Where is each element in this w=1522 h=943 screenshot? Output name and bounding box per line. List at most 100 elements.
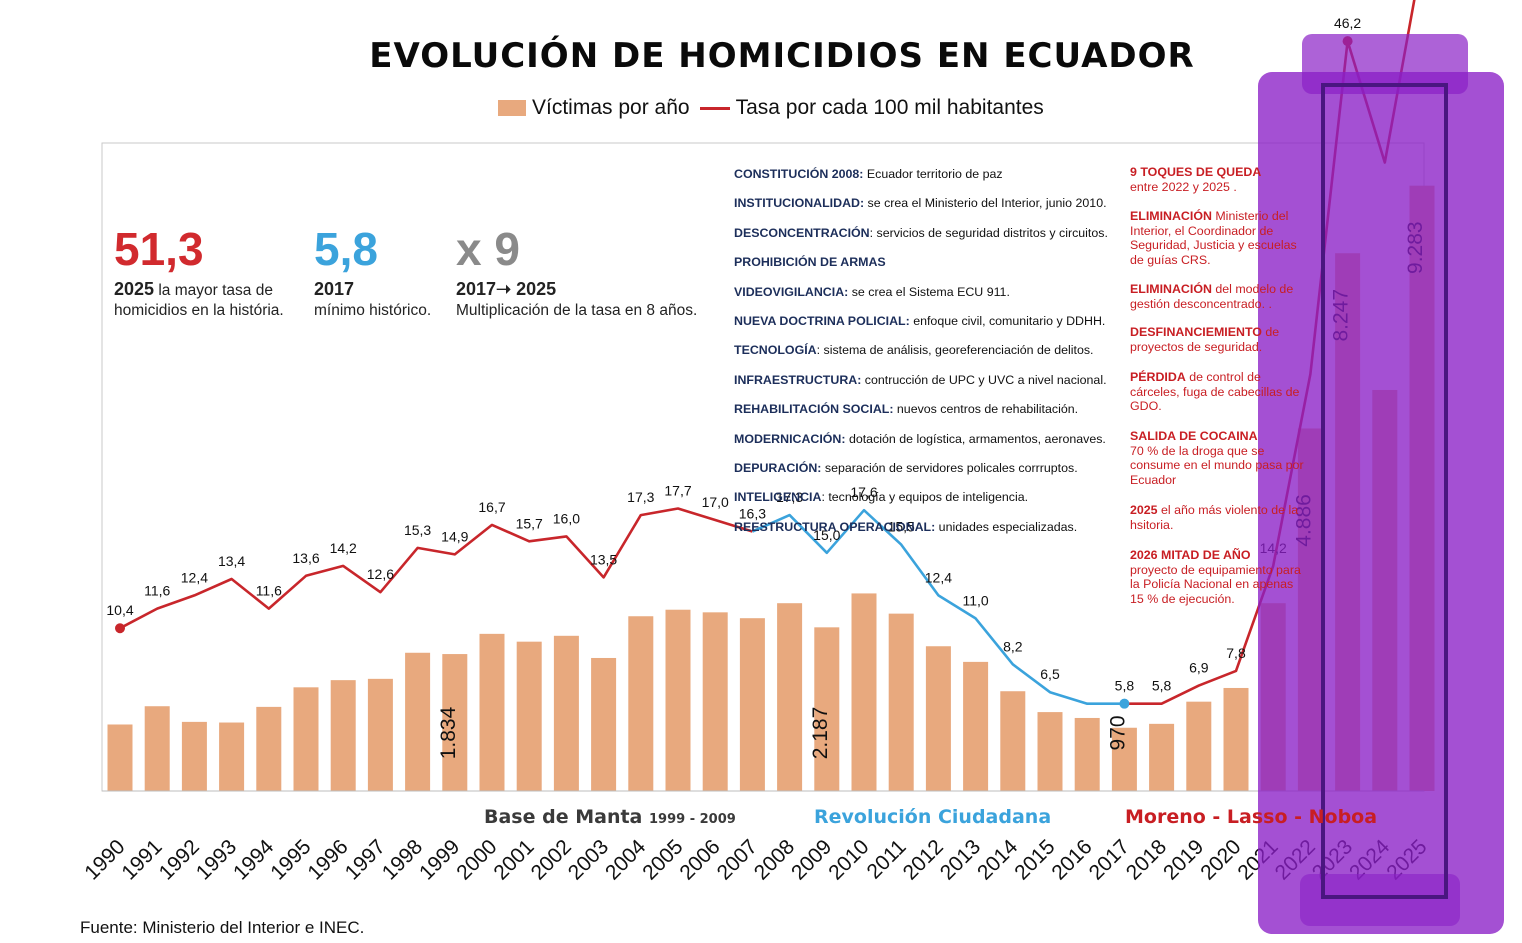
- policy-note-12: REESTRUCTURA OPERACIONAL: unidades espec…: [734, 520, 1077, 534]
- note-heading: DESCONCENTRACIÓN: [734, 225, 870, 240]
- bar-2009: [814, 627, 840, 791]
- x-tick-1994: 1994: [229, 835, 279, 885]
- bar-1995: [293, 687, 319, 791]
- bar-2003: [591, 657, 617, 791]
- x-tick-2016: 2016: [1047, 835, 1096, 884]
- highlight-max-caption: 2025 la mayor tasa de homicidios en la h…: [114, 279, 304, 321]
- note-heading: PROHIBICIÓN DE ARMAS: [734, 255, 886, 270]
- note-heading: INFRAESTRUCTURA:: [734, 372, 862, 387]
- x-tick-2015: 2015: [1010, 835, 1059, 884]
- note-heading: ELIMINACIÓN: [1130, 282, 1212, 296]
- x-tick-1992: 1992: [155, 835, 204, 884]
- highlight-min-value: 5,8: [314, 223, 378, 275]
- bar-2012: [925, 646, 951, 791]
- bar-1990: [107, 724, 133, 791]
- x-tick-1990: 1990: [80, 835, 129, 884]
- note-text: se crea el Sistema ECU 911.: [848, 284, 1010, 299]
- legend-swatch-bars: [498, 100, 526, 116]
- note-text: dotación de logística, armamentos, aeron…: [845, 431, 1106, 446]
- x-tick-2007: 2007: [713, 835, 762, 884]
- legend-item-bars: Víctimas por año: [498, 96, 690, 120]
- rate-label-2010: 17,6: [850, 484, 877, 500]
- note-text: proyecto de equipamiento para la Policía…: [1130, 562, 1301, 606]
- crisis-note-0: 9 TOQUES DE QUEDA entre 2022 y 2025 .: [1130, 165, 1305, 194]
- crisis-note-6: 2025 el año más violento de la hsitoria.: [1130, 503, 1305, 532]
- policy-note-8: REHABILITACIÓN SOCIAL: nuevos centros de…: [734, 402, 1078, 416]
- rate-label-2008: 17,3: [776, 489, 803, 505]
- policy-note-6: TECNOLOGÍA: sistema de análisis, georefe…: [734, 343, 1094, 357]
- bar-2004: [628, 616, 654, 791]
- rate-label-2003: 13,5: [590, 551, 617, 567]
- rate-label-1995: 13,6: [292, 550, 319, 566]
- policy-note-10: DEPURACIÓN: separación de servidores pol…: [734, 461, 1078, 475]
- period-revolucion-ciudadana: Revolución Ciudadana: [814, 806, 1051, 828]
- highlight-multiplier: x 9 2017➝ 2025 Multiplicación de la tasa…: [456, 225, 726, 321]
- bar-2016: [1074, 717, 1100, 791]
- policy-note-2: DESCONCENTRACIÓN: servicios de seguridad…: [734, 226, 1108, 240]
- bar-1993: [219, 722, 245, 791]
- note-heading: REHABILITACIÓN SOCIAL:: [734, 402, 894, 417]
- rate-label-2014: 8,2: [1003, 638, 1023, 654]
- rate-label-2002: 16,0: [553, 510, 580, 526]
- x-tick-1993: 1993: [192, 835, 241, 884]
- x-tick-2003: 2003: [564, 835, 613, 884]
- x-tick-2009: 2009: [787, 835, 836, 884]
- note-text: nuevos centros de rehabilitación.: [893, 402, 1079, 417]
- note-heading: ELIMINACIÓN: [1130, 209, 1212, 223]
- rate-label-2007: 16,3: [739, 505, 766, 521]
- bar-2010: [851, 593, 877, 791]
- note-heading: PÉRDIDA: [1130, 370, 1186, 384]
- bar-2006: [702, 612, 728, 791]
- x-tick-2014: 2014: [973, 835, 1023, 885]
- bar-2011: [888, 613, 914, 791]
- crisis-note-2: ELIMINACIÓN del modelo de gestión descon…: [1130, 282, 1305, 311]
- note-text: de control de cárceles, fuga de cabecill…: [1130, 370, 1300, 414]
- rate-label-2017: 5,8: [1115, 678, 1135, 694]
- rate-label-2013: 11,0: [962, 592, 988, 608]
- bar-2008: [777, 603, 803, 791]
- rate-label-1994: 11,6: [256, 583, 282, 599]
- note-text: : sistema de análisis, georeferenciación…: [816, 343, 1094, 358]
- legend: Víctimas por año Tasa por cada 100 mil h…: [498, 96, 1044, 120]
- bar-1997: [367, 678, 393, 791]
- x-tick-2002: 2002: [527, 835, 576, 884]
- note-text: Ministerio del Interior, el Coordinador …: [1130, 209, 1297, 267]
- crisis-note-1: ELIMINACIÓN Ministerio del Interior, el …: [1130, 209, 1305, 267]
- legend-label-line: Tasa por cada 100 mil habitantes: [735, 96, 1044, 119]
- x-tick-2012: 2012: [899, 835, 948, 884]
- period-base-manta: Base de Manta 1999 - 2009: [484, 806, 736, 828]
- highlight-max-value: 51,3: [114, 223, 204, 275]
- highlight-min-caption: 2017 mínimo histórico.: [314, 279, 444, 321]
- x-tick-2004: 2004: [601, 835, 651, 885]
- x-tick-2008: 2008: [750, 835, 799, 884]
- x-tick-2011: 2011: [863, 835, 911, 883]
- period-base-manta-name: Base de Manta: [484, 806, 643, 828]
- note-text: se crea el Ministerio del Interior, juni…: [864, 196, 1107, 211]
- source-note: Fuente: Ministerio del Interior e INEC.: [80, 918, 365, 937]
- rate-label-2000: 16,7: [478, 499, 505, 515]
- x-tick-2017: 2017: [1085, 835, 1134, 884]
- rate-label-1992: 12,4: [181, 569, 208, 585]
- note-text: 70 % de la droga que se consume en el mu…: [1130, 443, 1304, 487]
- rate-label-1996: 14,2: [330, 540, 357, 556]
- x-tick-2010: 2010: [824, 835, 873, 884]
- x-tick-2005: 2005: [638, 835, 687, 884]
- bar-2020: [1223, 687, 1249, 791]
- note-heading: DEPURACIÓN:: [734, 461, 822, 475]
- bar-2001: [516, 641, 542, 791]
- highlight-multiplier-years: 2017➝ 2025: [456, 279, 557, 299]
- policy-note-11: INTELIGENCIA: tecnología y equipos de in…: [734, 490, 1028, 504]
- rate-line-segment-1990-2007: [119, 507, 753, 630]
- rate-label-2006: 17,0: [702, 494, 729, 510]
- legend-item-line: Tasa por cada 100 mil habitantes: [699, 96, 1044, 120]
- note-heading: CONSTITUCIÓN 2008:: [734, 167, 864, 181]
- rate-label-2001: 15,7: [516, 515, 543, 531]
- note-heading: INTELIGENCIA: [734, 490, 822, 505]
- note-text: : servicios de seguridad distritos y cir…: [869, 225, 1108, 240]
- highlight-multiplier-caption: 2017➝ 2025 Multiplicación de la tasa en …: [456, 279, 726, 321]
- rate-label-2023: 46,2: [1334, 15, 1361, 31]
- note-heading: SALIDA DE COCAINA: [1130, 429, 1258, 443]
- bar-2014: [1000, 691, 1026, 791]
- legend-label-bars: Víctimas por año: [532, 96, 690, 119]
